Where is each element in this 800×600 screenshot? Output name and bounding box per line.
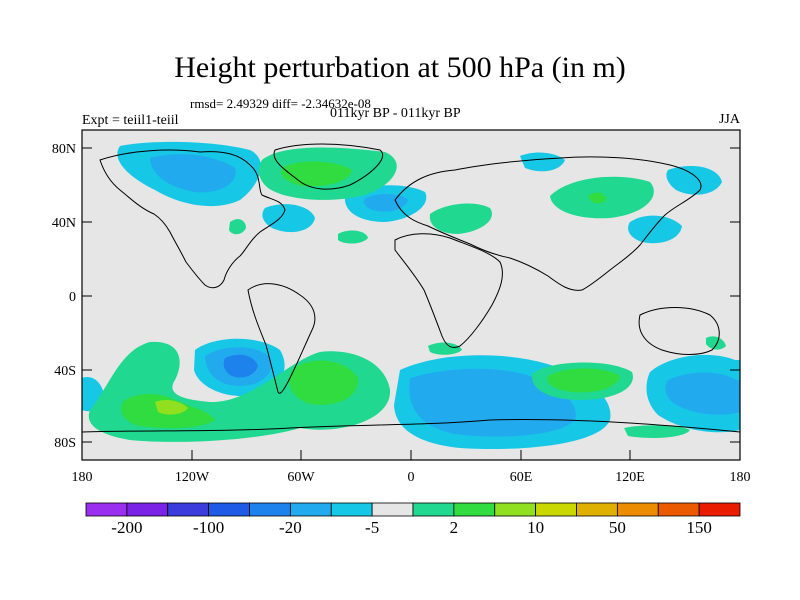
colorbar-label: -20: [279, 518, 302, 537]
y-tick-label: 40S: [54, 364, 76, 379]
x-tick-label: 60E: [510, 470, 533, 485]
y-tick-label: 0: [69, 290, 76, 305]
colorbar-swatch: [289, 502, 332, 517]
colorbar-swatch: [494, 502, 537, 517]
x-tick-label: 0: [408, 470, 415, 485]
x-tick-label: 180: [72, 470, 93, 485]
colorbar-label: -5: [365, 518, 380, 537]
season-label: JJA: [718, 112, 740, 127]
colorbar-swatch: [371, 502, 414, 517]
y-ticks: [82, 147, 740, 443]
colorbar-swatch: [167, 502, 210, 517]
colorbar-swatch: [576, 502, 618, 517]
colorbar-label: 150: [686, 518, 712, 537]
coast-north-america: [99, 149, 286, 289]
y-tick-label: 40N: [52, 216, 76, 231]
coast-australia: [638, 307, 720, 355]
colorbar-swatch: [698, 502, 741, 517]
colorbar-swatch: [330, 502, 373, 517]
y-tick-label: 80S: [54, 436, 76, 451]
stats-line: rmsd= 2.49329 diff= -2.34632e-08: [190, 96, 371, 111]
colorbar-swatch: [85, 502, 128, 517]
period-label: 011kyr BP - 011kyr BP: [330, 106, 461, 121]
colorbar-label: 10: [527, 518, 545, 537]
colorbar-swatch: [657, 502, 700, 517]
colorbar-swatch: [412, 502, 455, 517]
coast-europe-asia: [394, 156, 702, 291]
coast-greenland: [273, 143, 383, 190]
x-tick-label: 180: [730, 470, 751, 485]
coast-africa: [394, 233, 503, 349]
coastlines: [81, 143, 741, 433]
colorbar-label: 50: [608, 518, 626, 537]
colorbar-swatch: [535, 502, 577, 517]
colorbar-label: -100: [193, 518, 225, 537]
colorbar-swatch: [126, 502, 169, 517]
colorbar-swatch: [616, 502, 659, 517]
colorbar: [85, 502, 741, 517]
y-tick-labels: 80N 40N 0 40S 80S: [52, 142, 76, 451]
colorbar-label: 2: [449, 518, 459, 537]
x-tick-label: 60W: [287, 470, 315, 485]
colorbar-label: -200: [111, 518, 143, 537]
colorbar-swatch: [208, 502, 250, 517]
y-tick-label: 80N: [52, 142, 76, 157]
experiment-label: Expt = teiil1-teiil: [82, 113, 179, 128]
x-tick-label: 120E: [615, 470, 645, 485]
colorbar-swatch: [249, 502, 291, 517]
colorbar-swatch: [453, 502, 496, 517]
map-title: Height perturbation at 500 hPa (in m): [174, 51, 626, 84]
x-ticks: [81, 450, 741, 460]
positive-anomalies: [88, 147, 726, 442]
coast-antarctica: [81, 419, 741, 433]
x-tick-labels: 180 120W 60W 0 60E 120E 180: [72, 470, 751, 485]
x-tick-label: 120W: [175, 470, 210, 485]
coast-south-america: [247, 283, 316, 394]
